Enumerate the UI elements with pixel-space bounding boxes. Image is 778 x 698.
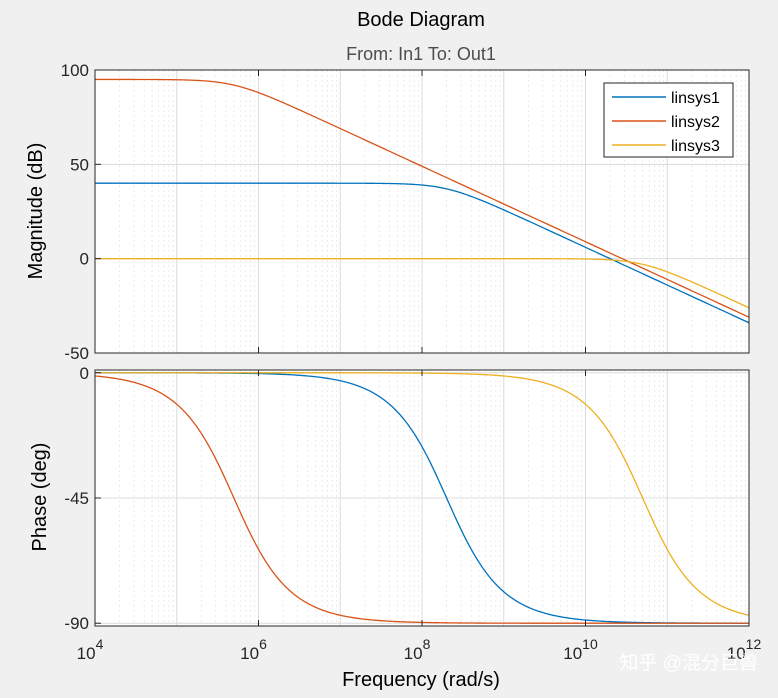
chart-title: Bode Diagram xyxy=(357,9,485,31)
magnitude-y-tick-label: 0 xyxy=(80,250,89,269)
phase-y-tick-label: -45 xyxy=(64,489,89,508)
legend-label-linsys3: linsys3 xyxy=(671,138,720,155)
magnitude-lines xyxy=(95,78,750,324)
magnitude-panel: 100 50 0 -50 Magnitude (dB) linsys1 linsys2… xyxy=(25,61,750,363)
magnitude-y-axis-label: Magnitude (dB) xyxy=(25,143,47,280)
phase-y-tick-label: 0 xyxy=(80,364,89,383)
magnitude-y-tick-label: 50 xyxy=(70,155,89,174)
magnitude-line-linsys3 xyxy=(95,258,750,309)
magnitude-line-linsys1 xyxy=(95,182,750,324)
legend: linsys1 linsys2 linsys3 xyxy=(603,82,734,158)
phase-y-axis-label: Phase (deg) xyxy=(29,443,51,552)
magnitude-y-tick-label: -50 xyxy=(64,344,89,363)
legend-label-linsys2: linsys2 xyxy=(671,114,720,131)
watermark: 知乎 @混分巨兽 xyxy=(619,652,758,674)
phase-y-tick-label: -90 xyxy=(64,614,89,633)
chart-subtitle: From: In1 To: Out1 xyxy=(346,44,496,64)
magnitude-y-tick-label: 100 xyxy=(61,61,89,80)
magnitude-line-linsys2 xyxy=(95,78,750,318)
phase-panel: 0 -45 -90 Phase (deg) xyxy=(29,364,750,633)
legend-label-linsys1: linsys1 xyxy=(671,90,720,107)
phase-y-ticks: 0 -45 -90 xyxy=(64,364,101,633)
magnitude-y-ticks: 100 50 0 -50 xyxy=(61,61,101,363)
x-axis-label: Frequency (rad/s) xyxy=(342,669,500,691)
